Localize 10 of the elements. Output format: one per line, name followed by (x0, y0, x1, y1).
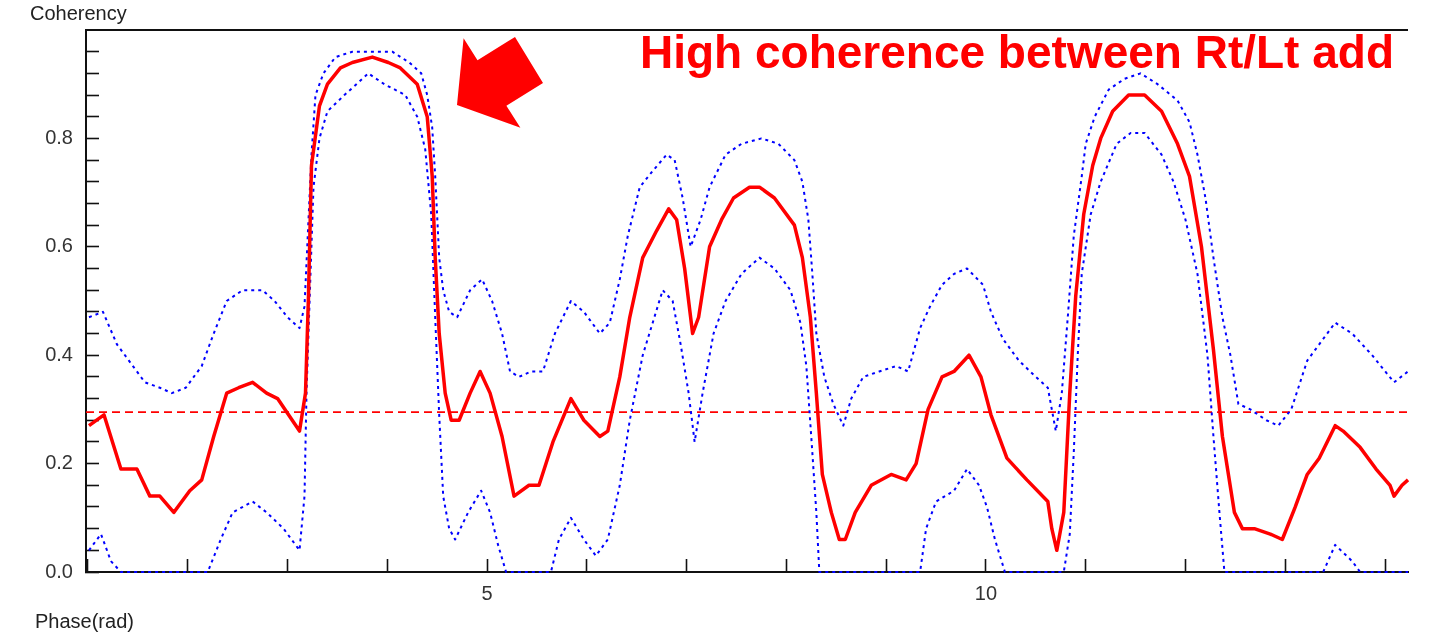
annotation: High coherence between Rt/Lt add (640, 26, 1394, 78)
x-tick-label: 10 (974, 581, 998, 604)
y-tick-label: 0.4 (45, 342, 73, 365)
y-tick-label: 0.8 (45, 125, 73, 148)
y-axis-title: Coherency (30, 1, 127, 24)
x-axis-title: Phase(rad) (35, 609, 134, 632)
y-tick-label: 0.0 (45, 559, 73, 582)
y-tick-label: 0.6 (45, 234, 73, 257)
x-tick-label: 5 (481, 581, 493, 604)
y-tick-label: 0.2 (45, 451, 73, 474)
